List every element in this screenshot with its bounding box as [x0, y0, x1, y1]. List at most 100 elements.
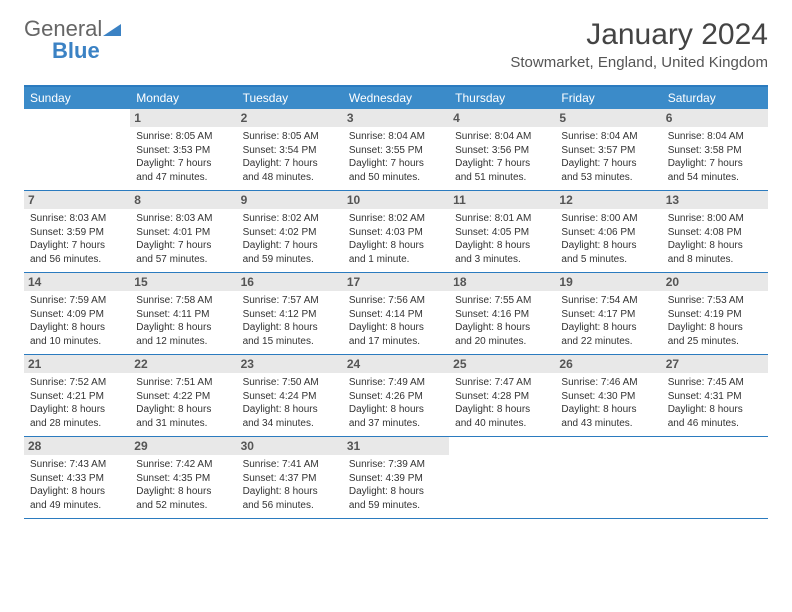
cell-line: Sunrise: 8:05 AM [243, 130, 337, 144]
cell-line: Sunrise: 7:52 AM [30, 376, 124, 390]
calendar-cell: 12Sunrise: 8:00 AMSunset: 4:06 PMDayligh… [555, 191, 661, 272]
cell-line: Daylight: 8 hours [455, 321, 549, 335]
cell-line: Daylight: 8 hours [243, 485, 337, 499]
cell-line: Sunrise: 8:04 AM [668, 130, 762, 144]
calendar-cell [555, 437, 661, 518]
day-number: 9 [237, 191, 343, 209]
cell-line: Daylight: 8 hours [243, 403, 337, 417]
cell-line: Daylight: 7 hours [349, 157, 443, 171]
cell-line: Daylight: 8 hours [455, 403, 549, 417]
cell-line: Sunrise: 8:05 AM [136, 130, 230, 144]
cell-line: Daylight: 7 hours [243, 157, 337, 171]
day-number: 27 [662, 355, 768, 373]
day-number: 23 [237, 355, 343, 373]
cell-line: Sunrise: 8:01 AM [455, 212, 549, 226]
cell-line: Sunrise: 7:47 AM [455, 376, 549, 390]
cell-line: Sunset: 4:30 PM [561, 390, 655, 404]
calendar-week: 7Sunrise: 8:03 AMSunset: 3:59 PMDaylight… [24, 191, 768, 273]
cell-line: and 54 minutes. [668, 171, 762, 185]
cell-line: Daylight: 8 hours [136, 485, 230, 499]
cell-line: and 22 minutes. [561, 335, 655, 349]
day-number: 1 [130, 109, 236, 127]
day-number: 4 [449, 109, 555, 127]
logo-text-blue: Blue [52, 38, 100, 63]
day-number: 10 [343, 191, 449, 209]
calendar-cell: 26Sunrise: 7:46 AMSunset: 4:30 PMDayligh… [555, 355, 661, 436]
cell-line: Sunset: 4:14 PM [349, 308, 443, 322]
cell-line: Daylight: 8 hours [561, 321, 655, 335]
day-number: 11 [449, 191, 555, 209]
calendar-cell: 18Sunrise: 7:55 AMSunset: 4:16 PMDayligh… [449, 273, 555, 354]
calendar-cell: 11Sunrise: 8:01 AMSunset: 4:05 PMDayligh… [449, 191, 555, 272]
calendar-cell: 8 Sunrise: 8:03 AMSunset: 4:01 PMDaylight… [130, 191, 236, 272]
cell-line: Daylight: 7 hours [561, 157, 655, 171]
cell-line: Sunset: 4:05 PM [455, 226, 549, 240]
day-number: 8 [130, 191, 236, 209]
cell-line: Daylight: 8 hours [668, 239, 762, 253]
cell-line: Sunrise: 7:53 AM [668, 294, 762, 308]
cell-line: and 5 minutes. [561, 253, 655, 267]
day-number: 22 [130, 355, 236, 373]
cell-line: Sunrise: 8:04 AM [349, 130, 443, 144]
day-number: 21 [24, 355, 130, 373]
cell-line: Daylight: 7 hours [136, 239, 230, 253]
day-header-row: SundayMondayTuesdayWednesdayThursdayFrid… [24, 87, 768, 109]
cell-line: and 37 minutes. [349, 417, 443, 431]
cell-line: Sunset: 4:21 PM [30, 390, 124, 404]
cell-line: Sunrise: 8:03 AM [136, 212, 230, 226]
calendar-cell: 16Sunrise: 7:57 AMSunset: 4:12 PMDayligh… [237, 273, 343, 354]
cell-line: Sunrise: 7:54 AM [561, 294, 655, 308]
logo: GeneralBlue [24, 18, 121, 62]
day-number: 6 [662, 109, 768, 127]
cell-line: Daylight: 7 hours [668, 157, 762, 171]
cell-line: and 52 minutes. [136, 499, 230, 513]
cell-line: Daylight: 7 hours [30, 239, 124, 253]
cell-line: Sunset: 4:09 PM [30, 308, 124, 322]
calendar-cell: 17Sunrise: 7:56 AMSunset: 4:14 PMDayligh… [343, 273, 449, 354]
cell-line: Sunset: 4:06 PM [561, 226, 655, 240]
month-title: January 2024 [510, 18, 768, 52]
cell-line: and 46 minutes. [668, 417, 762, 431]
calendar-cell: 25Sunrise: 7:47 AMSunset: 4:28 PMDayligh… [449, 355, 555, 436]
cell-line: Daylight: 8 hours [243, 321, 337, 335]
day-number: 14 [24, 273, 130, 291]
logo-triangle-icon [103, 18, 121, 40]
day-number: 26 [555, 355, 661, 373]
cell-line: Sunrise: 7:45 AM [668, 376, 762, 390]
cell-line: and 53 minutes. [561, 171, 655, 185]
day-number: 31 [343, 437, 449, 455]
cell-line: and 40 minutes. [455, 417, 549, 431]
cell-line: Sunset: 4:01 PM [136, 226, 230, 240]
cell-line: and 1 minute. [349, 253, 443, 267]
cell-line: and 49 minutes. [30, 499, 124, 513]
calendar-cell: 5Sunrise: 8:04 AMSunset: 3:57 PMDaylight… [555, 109, 661, 190]
calendar-week: 21 Sunrise: 7:52 AMSunset: 4:21 PM Dayligh… [24, 355, 768, 437]
cell-line: and 20 minutes. [455, 335, 549, 349]
day-header: Wednesday [343, 87, 449, 109]
cell-line: Sunrise: 7:50 AM [243, 376, 337, 390]
calendar-cell: 22Sunrise: 7:51 AMSunset: 4:22 PMDayligh… [130, 355, 236, 436]
day-number: 28 [24, 437, 130, 455]
cell-line: Sunrise: 8:02 AM [243, 212, 337, 226]
cell-line: Sunrise: 8:00 AM [561, 212, 655, 226]
calendar-cell: 9Sunrise: 8:02 AMSunset: 4:02 PMDaylight… [237, 191, 343, 272]
day-number: 15 [130, 273, 236, 291]
cell-line: Sunset: 4:11 PM [136, 308, 230, 322]
cell-line: Sunset: 3:59 PM [30, 226, 124, 240]
calendar-cell: 2Sunrise: 8:05 AMSunset: 3:54 PMDaylight… [237, 109, 343, 190]
cell-line: Sunset: 4:37 PM [243, 472, 337, 486]
cell-line: Daylight: 8 hours [668, 403, 762, 417]
cell-line: and 43 minutes. [561, 417, 655, 431]
cell-line: Daylight: 8 hours [136, 403, 230, 417]
day-number: 29 [130, 437, 236, 455]
page-header: GeneralBlue January 2024 Stowmarket, Eng… [24, 18, 768, 71]
cell-line: Sunset: 3:53 PM [136, 144, 230, 158]
calendar-week: 28Sunrise: 7:43 AMSunset: 4:33 PMDayligh… [24, 437, 768, 519]
cell-line: Daylight: 8 hours [349, 321, 443, 335]
cell-line: Sunset: 4:17 PM [561, 308, 655, 322]
cell-line: Sunset: 4:35 PM [136, 472, 230, 486]
calendar-cell: 28Sunrise: 7:43 AMSunset: 4:33 PMDayligh… [24, 437, 130, 518]
day-header: Saturday [662, 87, 768, 109]
calendar-cell: 30Sunrise: 7:41 AMSunset: 4:37 PMDayligh… [237, 437, 343, 518]
cell-line: Sunrise: 7:58 AM [136, 294, 230, 308]
